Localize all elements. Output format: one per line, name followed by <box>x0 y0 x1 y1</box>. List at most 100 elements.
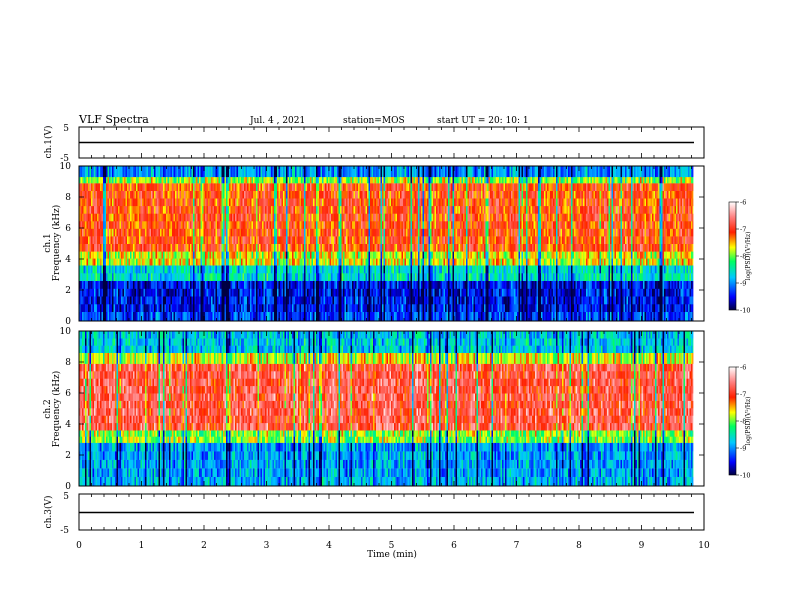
spectrogram-cell <box>91 265 93 274</box>
spectrogram-cell <box>359 228 362 237</box>
spectrogram-cell <box>206 265 209 274</box>
spectrogram-cell <box>199 280 201 289</box>
spectrogram-cell <box>410 220 413 229</box>
spectrogram-cell <box>167 183 170 191</box>
spectrogram-cell <box>97 288 99 297</box>
spectrogram-cell <box>121 311 123 321</box>
figure-title: VLF Spectra <box>78 113 149 126</box>
spectrogram-cell <box>94 228 96 237</box>
spectrogram-cell <box>422 166 425 178</box>
spectrogram-cell <box>319 258 321 266</box>
spectrogram-cell <box>203 176 206 184</box>
spectrogram-cell <box>317 198 320 207</box>
spectrogram-cell <box>191 213 194 222</box>
spectrogram-cell <box>143 251 146 259</box>
spectrogram-cell <box>248 236 251 244</box>
spectrogram-cell <box>278 228 281 237</box>
spectrogram-cell <box>256 258 258 266</box>
spectrogram-cell <box>341 288 344 297</box>
spectrogram-cell <box>181 166 183 178</box>
spectrogram-cell <box>145 280 147 289</box>
spectrogram-cell <box>106 243 108 252</box>
spectrogram-cell <box>122 183 125 191</box>
spectrogram-cell <box>433 265 435 274</box>
spectrogram-cell <box>308 176 311 184</box>
spectrogram-cell <box>196 303 198 312</box>
spectrogram-cell <box>173 166 176 178</box>
spectrogram-cell <box>286 243 288 252</box>
spectrogram-cell <box>128 228 131 237</box>
spectrogram-cell <box>308 272 311 281</box>
spectrogram-cell <box>358 166 360 178</box>
spectrogram-cell <box>343 258 345 266</box>
spectrogram-cell <box>188 236 191 244</box>
spectrogram-cell <box>367 213 369 222</box>
spectrogram-cell <box>323 166 326 178</box>
spectrogram-cell <box>122 166 125 178</box>
spectrogram-cell <box>182 176 185 184</box>
spectrogram-cell <box>349 176 351 184</box>
spectrogram-cell <box>184 296 186 305</box>
spectrogram-cell <box>121 265 123 274</box>
spectrogram-cell <box>269 236 272 244</box>
spectrogram-cell <box>103 176 105 184</box>
spectrogram-cell <box>290 251 293 259</box>
spectrogram-cell <box>295 183 297 191</box>
spectrogram-cell <box>88 311 90 321</box>
spectrogram-cell <box>254 258 257 266</box>
spectrogram-cell <box>202 190 204 199</box>
spectrogram-cell <box>178 265 180 274</box>
spectrogram-cell <box>404 296 407 305</box>
spectrogram-cell <box>221 311 224 321</box>
spectrogram-cell <box>158 258 161 266</box>
spectrogram-cell <box>379 236 381 244</box>
spectrogram-cell <box>155 311 158 321</box>
spectrogram-cell <box>280 236 282 244</box>
spectrogram-cell <box>377 303 380 312</box>
spectrogram-cell <box>157 265 159 274</box>
spectrogram-cell <box>178 183 180 191</box>
spectrogram-cell <box>95 236 98 244</box>
spectrogram-cell <box>224 296 227 305</box>
spectrogram-cell <box>227 243 230 252</box>
spectrogram-cell <box>362 251 365 259</box>
spectrogram-cell <box>182 190 185 199</box>
spectrogram-cell <box>395 220 398 229</box>
spectrogram-cell <box>365 205 368 214</box>
spectrogram-cell <box>188 272 191 281</box>
spectrogram-cell <box>368 213 371 222</box>
spectrogram-cell <box>179 311 182 321</box>
spectrogram-cell <box>124 190 126 199</box>
spectrogram-cell <box>94 272 96 281</box>
spectrogram-cell <box>223 183 225 191</box>
spectrogram-cell <box>427 213 429 222</box>
spectrogram-cell <box>269 296 272 305</box>
spectrogram-cell <box>379 251 381 259</box>
spectrogram-cell <box>430 296 432 305</box>
spectrogram-cell <box>341 236 344 244</box>
spectrogram-cell <box>128 272 131 281</box>
spectrogram-cell <box>374 296 377 305</box>
spectrogram-cell <box>395 243 398 252</box>
spectrogram-cell <box>98 205 101 214</box>
spectrogram-cell <box>328 166 330 178</box>
spectrogram-cell <box>185 213 188 222</box>
spectrogram-cell <box>128 311 131 321</box>
spectrogram-cell <box>152 176 155 184</box>
spectrogram-cell <box>172 166 174 178</box>
spectrogram-cell <box>280 205 282 214</box>
spectrogram-cell <box>238 296 240 305</box>
spectrogram-cell <box>211 280 213 289</box>
spectrogram-cell <box>235 166 237 178</box>
spectrogram-cell <box>200 280 203 289</box>
spectrogram-cell <box>244 190 246 199</box>
spectrogram-cell <box>197 176 200 184</box>
spectrogram-cell <box>386 251 389 259</box>
spectrogram-cell <box>247 251 249 259</box>
spectrogram-cell <box>328 303 330 312</box>
spectrogram-cell <box>94 280 96 289</box>
spectrogram-cell <box>214 198 216 207</box>
spectrogram-cell <box>94 166 96 178</box>
spectrogram-cell <box>128 176 131 184</box>
spectrogram-cell <box>160 265 162 274</box>
